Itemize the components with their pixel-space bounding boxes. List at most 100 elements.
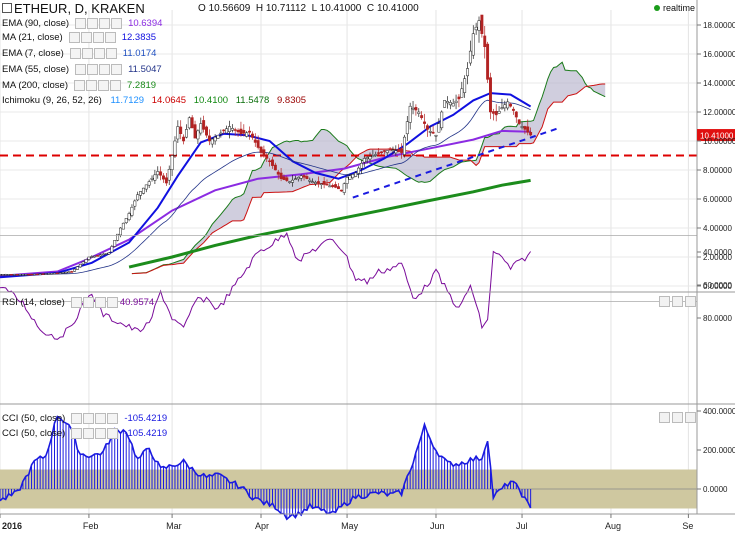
support-trendline: [352, 126, 560, 199]
ichimoku-lagging-value: 10.4100: [193, 95, 229, 106]
legend-controls-icon[interactable]: [75, 62, 123, 76]
legend-controls-icon[interactable]: [70, 295, 119, 309]
legend-ma200[interactable]: MA (200, close) 7.2819: [2, 78, 156, 92]
candle-body: [265, 156, 269, 159]
price-tick-label: 4.00000: [703, 224, 732, 233]
candle-body: [523, 126, 527, 130]
legend-ma21[interactable]: MA (21, close) 12.3835: [2, 30, 156, 44]
legend-ema7[interactable]: EMA (7, close) 11.0174: [2, 46, 156, 60]
pane-maximize-icon[interactable]: [685, 296, 696, 307]
ichimoku-span-b-line: [131, 83, 606, 275]
pane-maximize-icon[interactable]: [685, 412, 696, 423]
ma200-line: [128, 178, 531, 269]
candle-body: [15, 274, 19, 276]
candle-body: [359, 162, 363, 169]
candle-body: [73, 268, 77, 272]
candle-body: [351, 174, 355, 179]
legend-ema55[interactable]: EMA (55, close) 11.5047: [2, 62, 162, 76]
candle-body: [250, 133, 254, 138]
candle-body: [308, 179, 312, 182]
candle-body: [70, 271, 74, 273]
rsi-pane-controls[interactable]: [657, 296, 696, 309]
candle-body: [282, 176, 286, 180]
legend-label: CCI (50, close): [2, 428, 66, 439]
ichimoku-cloud: [131, 62, 606, 274]
candle-body: [273, 164, 277, 171]
candle-body: [368, 156, 372, 160]
candle-body: [477, 20, 481, 31]
candle-body: [190, 117, 194, 129]
candle-body: [271, 159, 274, 166]
legend-controls-icon[interactable]: [71, 426, 119, 440]
legend-label: MA (200, close): [2, 80, 68, 91]
candle-body: [207, 135, 211, 142]
legend-ichimoku[interactable]: Ichimoku (9, 26, 52, 26) 11.7129 14.0645…: [2, 94, 306, 108]
legend-label: MA (21, close): [2, 32, 63, 43]
candle-body: [53, 272, 56, 275]
cci-line: [0, 415, 532, 521]
candle-body: [431, 131, 435, 134]
candle-body: [248, 130, 251, 133]
legend-controls-icon[interactable]: [68, 30, 117, 44]
legend-cci-2[interactable]: CCI (50, close) -105.4219: [2, 426, 167, 440]
legend-controls-icon[interactable]: [71, 411, 119, 425]
candle-body: [440, 111, 444, 129]
candle-body: [242, 130, 246, 134]
candle-body: [471, 33, 475, 56]
price-pane[interactable]: [0, 14, 697, 279]
legend-rsi[interactable]: RSI (14, close) 40.9574: [2, 295, 154, 309]
candle-body: [136, 194, 140, 201]
pane-down-icon[interactable]: [672, 296, 683, 307]
price-tick-label: 0.00000: [703, 282, 732, 291]
rsi-tick-label: 80.0000: [703, 314, 732, 323]
candle-body: [0, 274, 2, 276]
candle-body: [210, 138, 214, 145]
cci-pane[interactable]: [0, 415, 697, 521]
candle-body: [483, 35, 487, 47]
candle-body: [268, 160, 272, 162]
candle-body: [41, 273, 45, 275]
candle-body: [113, 240, 117, 247]
candle-body: [259, 146, 263, 153]
candle-body: [506, 101, 510, 109]
candle-body: [199, 123, 203, 134]
candle-body: [182, 136, 186, 142]
candle-body: [124, 218, 128, 223]
candle-body: [64, 271, 68, 274]
legend-controls-icon[interactable]: [75, 16, 123, 30]
time-tick-label: Feb: [83, 521, 99, 531]
pane-down-icon[interactable]: [672, 412, 683, 423]
candle-body: [509, 103, 513, 107]
legend-value: 7.2819: [127, 80, 157, 91]
candle-body: [345, 177, 349, 184]
candle-body: [150, 177, 154, 180]
candle-body: [460, 88, 464, 98]
pane-up-icon[interactable]: [659, 412, 670, 423]
candle-body: [216, 134, 220, 139]
price-tick-label: 12.00000: [703, 108, 735, 117]
candle-body: [451, 103, 455, 107]
legend-label: Ichimoku (9, 26, 52, 26): [2, 95, 102, 106]
legend-value: 10.6394: [128, 18, 163, 29]
candle-body: [104, 253, 108, 255]
legend-cci-1[interactable]: CCI (50, close) -105.4219: [2, 411, 167, 425]
candle-body: [437, 123, 441, 133]
candle-body: [153, 174, 157, 181]
candle-body: [230, 128, 234, 131]
legend-controls-icon[interactable]: [74, 78, 122, 92]
legend-label: EMA (7, close): [2, 48, 64, 59]
candle-body: [489, 77, 492, 113]
price-tick-label: 6.00000: [703, 195, 732, 204]
pane-up-icon[interactable]: [659, 296, 670, 307]
candle-body: [256, 140, 260, 148]
candle-body: [44, 273, 48, 275]
price-tick-label: 14.00000: [703, 79, 735, 88]
candle-body: [466, 68, 469, 77]
legend-ema90[interactable]: EMA (90, close) 10.6394: [2, 16, 162, 30]
legend-controls-icon[interactable]: [69, 46, 118, 60]
candle-body: [377, 152, 381, 154]
candle-body: [24, 274, 28, 276]
symbol-title: ETHEUR, D, KRAKEN: [2, 1, 145, 16]
cci-pane-controls[interactable]: [657, 412, 696, 425]
